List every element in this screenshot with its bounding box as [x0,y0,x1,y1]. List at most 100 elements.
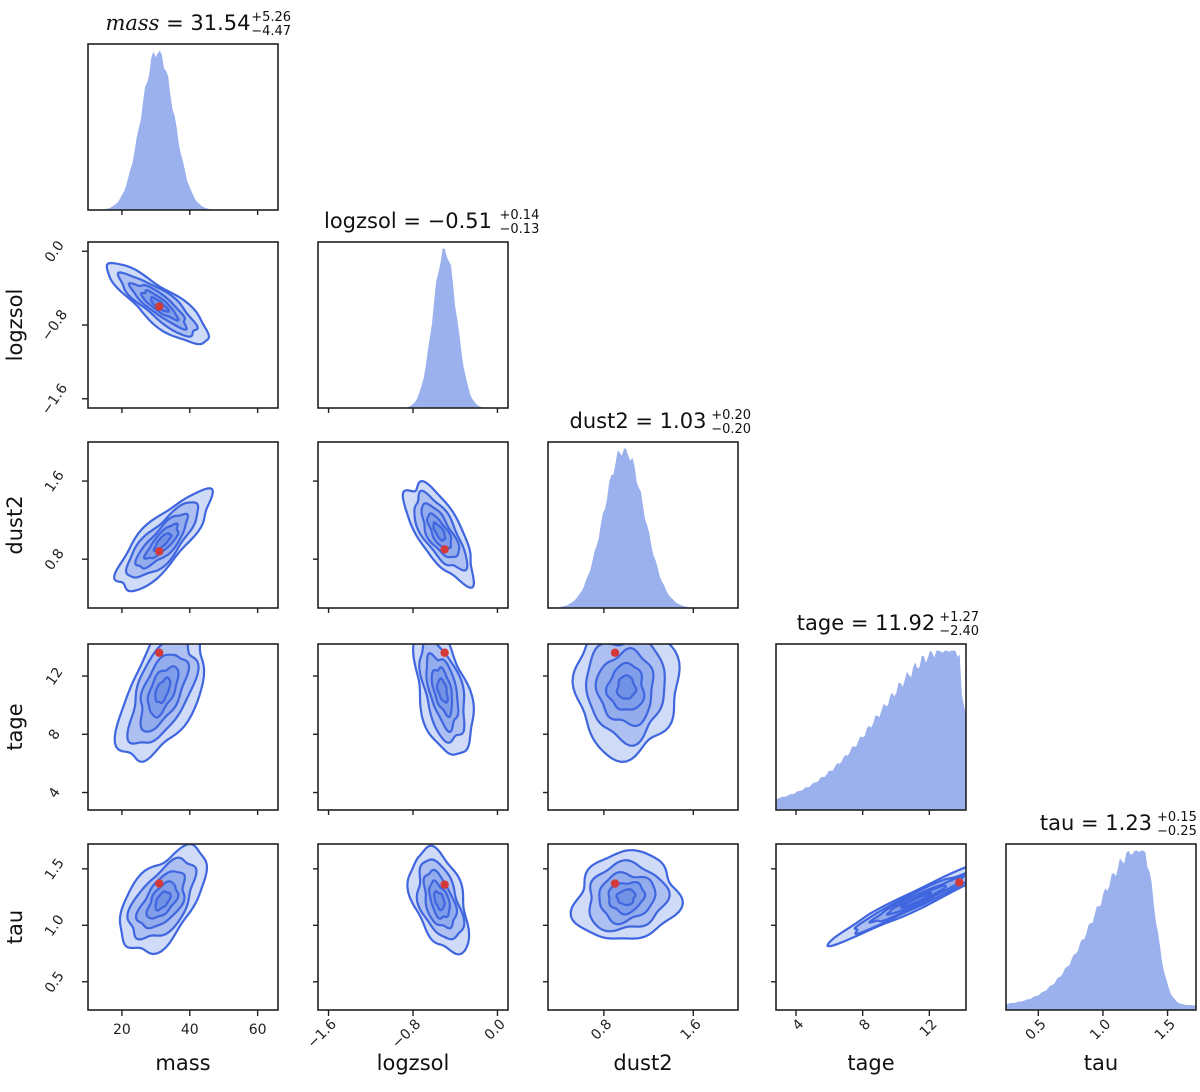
x-axis-label-dust2: dust2 [613,1051,672,1075]
histogram-logzsol [318,248,508,408]
x-tick-label: 4 [790,1016,808,1034]
hist-panel-tau: tau = 1.23 +0.15−0.25 [1005,810,1197,1011]
axis-frame [547,643,739,811]
histogram-tage [776,650,966,810]
axis-frame [1005,843,1197,1011]
title-plus-error: +0.20 [711,408,751,423]
contour-level [406,844,471,956]
x-axis-label-tage: tage [847,1051,894,1075]
x-tick-label: 40 [181,1022,199,1038]
peak-marker [610,648,620,657]
hist-panel-logzsol: logzsol = −0.51 +0.14−0.13 [317,208,540,409]
axis-frame [547,843,739,1011]
x-tick-label: 1.5 [1152,1016,1179,1043]
x-tick-label: 1.6 [678,1016,705,1043]
contour-level [152,531,173,553]
contour-level [900,891,932,909]
y-tick-label: 1.6 [42,468,68,495]
x-axis-label-mass: mass [155,1051,210,1075]
x-tick-label: 8 [856,1016,874,1034]
contour-level [415,858,466,941]
y-axis-tage: 4 8 12 tage [3,665,88,802]
y-tick-label: 12 [43,665,66,689]
histogram-mass [88,50,278,210]
contour-panel-logzsol-dust2 [317,441,509,609]
contour-level [435,677,449,704]
title-name: tau [1040,811,1074,835]
contour-level [154,676,172,705]
peak-marker [955,878,964,887]
contour-panel-dust2-tau [547,843,739,1011]
y-axis-label-logzsol: logzsol [3,289,27,362]
y-tick-label: 4 [46,785,64,802]
y-axis-dust2: 0.8 1.6 dust2 [3,468,88,573]
axis-frame [775,643,967,811]
x-tick-label: −1.6 [305,1016,340,1051]
contour-level [585,644,666,747]
contour-level [413,489,469,572]
x-axis-tage: 4 8 12 tage [790,1010,941,1075]
axis-frame [317,241,509,409]
title-median: = 31.54 [159,11,250,35]
title-median: = 1.03 [629,409,707,433]
title-minus-error: −4.47 [251,24,291,39]
axis-frame [317,643,509,811]
peak-marker [155,648,164,657]
hist-panel-tage: tage = 11.92 +1.27−2.40 [775,610,979,811]
peak-marker [610,879,620,888]
peak-marker [155,547,164,556]
contour-panel-logzsol-tau [317,843,509,1011]
x-axis-tau: 0.5 1.0 1.5 tau [1023,1010,1179,1075]
y-tick-label: 0.0 [42,238,68,265]
x-axis-label-logzsol: logzsol [377,1051,450,1075]
axis-frame [87,43,279,211]
x-tick-label: 12 [917,1016,941,1040]
contour-level [139,653,191,733]
title-median: = 1.23 [1074,811,1152,835]
contour-level [615,888,637,907]
title-plus-error: +1.27 [939,610,979,625]
title-minus-error: −2.40 [939,624,979,639]
contour-level [126,856,198,941]
y-tick-label: 0.5 [42,969,68,996]
axis-frame [775,843,967,1011]
hist-panel-dust2: dust2 = 1.03 +0.20−0.20 [547,408,751,609]
contour-level [146,665,180,719]
contour-level [615,674,638,700]
x-tick-label: −0.8 [389,1016,424,1051]
y-axis-label-dust2: dust2 [3,495,27,554]
title-plus-error: +0.14 [500,208,540,223]
contour-level [430,666,454,719]
x-tick-label: 0.0 [482,1016,509,1043]
contour-level [134,512,190,570]
contour-level [154,890,172,912]
x-tick-label: 0.8 [588,1016,615,1043]
title-minus-error: −0.25 [1157,824,1197,839]
histogram-dust2 [548,448,738,608]
title-name: mass [105,11,159,35]
x-tick-label: 60 [249,1022,267,1038]
contour-level [433,890,446,912]
histogram-tau [1006,850,1196,1010]
contour-level [118,844,209,956]
y-tick-label: 1.0 [42,912,68,939]
contour-panel-mass-tau [87,843,279,1011]
title-plus-error: +0.15 [1157,810,1197,825]
contour-panel-mass-dust2 [87,441,279,609]
contour-level [432,521,447,542]
contour-level [428,879,451,920]
x-tick-label: 1.0 [1087,1016,1114,1043]
y-tick-label: 0.8 [42,546,68,573]
y-axis-label-tau: tau [3,910,27,944]
axis-frame [87,643,279,811]
title-name: tage [797,611,844,635]
axis-frame [547,441,739,609]
title-minus-error: −0.13 [500,222,540,237]
contour-level [418,644,466,744]
x-axis-logzsol: −1.6 −0.8 0.0 logzsol [305,1010,509,1075]
axis-frame [87,441,279,609]
peak-marker [155,879,164,888]
y-tick-label: 8 [46,727,64,743]
contour-panel-mass-logzsol [87,241,279,409]
